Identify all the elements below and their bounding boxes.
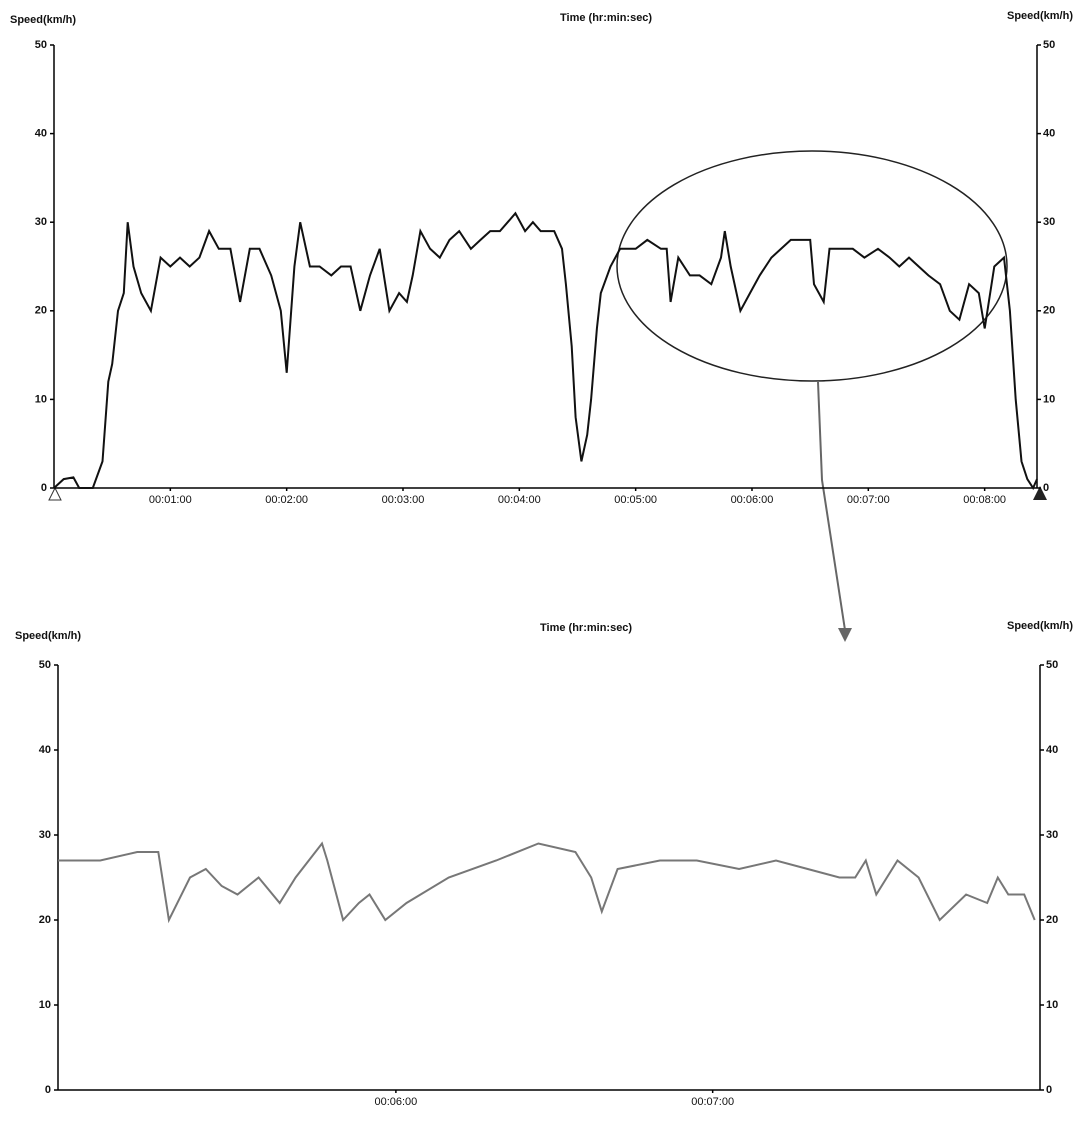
x-tick-label: 00:07:00 — [847, 494, 890, 506]
x-tick-label: 00:01:00 — [149, 494, 192, 506]
y-tick-label: 20 — [35, 305, 47, 317]
y2-tick-label: 0 — [1046, 1084, 1052, 1096]
x-tick-label: 00:07:00 — [691, 1096, 734, 1108]
y-tick-label: 40 — [39, 744, 51, 756]
y-tick-label: 20 — [39, 914, 51, 926]
x-tick-label: 00:04:00 — [498, 494, 541, 506]
y2-axis-title: Speed(km/h) — [1007, 620, 1073, 632]
speed-line — [54, 213, 1037, 488]
y2-tick-label: 50 — [1043, 39, 1055, 51]
y2-tick-label: 0 — [1043, 482, 1049, 494]
x-tick-label: 00:08:00 — [963, 494, 1006, 506]
x-axis-title: Time (hr:min:sec) — [540, 622, 632, 634]
y2-axis-title: Speed(km/h) — [1007, 10, 1073, 22]
y2-tick-label: 40 — [1043, 128, 1055, 140]
chart-screenshot: Speed(km/h) Time (hr:min:sec) Speed(km/h) 0… — [0, 0, 1082, 1124]
x-tick-label: 00:06:00 — [731, 494, 774, 506]
y2-tick-label: 20 — [1046, 914, 1058, 926]
y-tick-label: 30 — [39, 829, 51, 841]
x-tick-label: 00:05:00 — [614, 494, 657, 506]
y-axis-title: Speed(km/h) — [15, 630, 81, 642]
zoom-arrow — [818, 382, 845, 630]
y2-tick-label: 30 — [1046, 829, 1058, 841]
y2-tick-label: 30 — [1043, 216, 1055, 228]
y-tick-label: 10 — [35, 393, 47, 405]
y-tick-label: 30 — [35, 216, 47, 228]
y-tick-label: 0 — [41, 482, 47, 494]
y2-tick-label: 40 — [1046, 744, 1058, 756]
y-tick-label: 50 — [39, 659, 51, 671]
start-marker — [49, 488, 61, 500]
speed-line — [58, 844, 1035, 921]
x-tick-label: 00:03:00 — [382, 494, 425, 506]
x-tick-label: 00:06:00 — [374, 1096, 417, 1108]
y2-tick-label: 10 — [1046, 999, 1058, 1011]
y-axis-title: Speed(km/h) — [10, 14, 76, 26]
y2-tick-label: 20 — [1043, 305, 1055, 317]
x-tick-label: 00:02:00 — [265, 494, 308, 506]
arrow-head — [838, 628, 852, 642]
y-tick-label: 40 — [35, 128, 47, 140]
y-tick-label: 0 — [45, 1084, 51, 1096]
y2-tick-label: 50 — [1046, 659, 1058, 671]
y-tick-label: 10 — [39, 999, 51, 1011]
y-tick-label: 50 — [35, 39, 47, 51]
x-axis-title: Time (hr:min:sec) — [560, 12, 652, 24]
y2-tick-label: 10 — [1043, 393, 1055, 405]
